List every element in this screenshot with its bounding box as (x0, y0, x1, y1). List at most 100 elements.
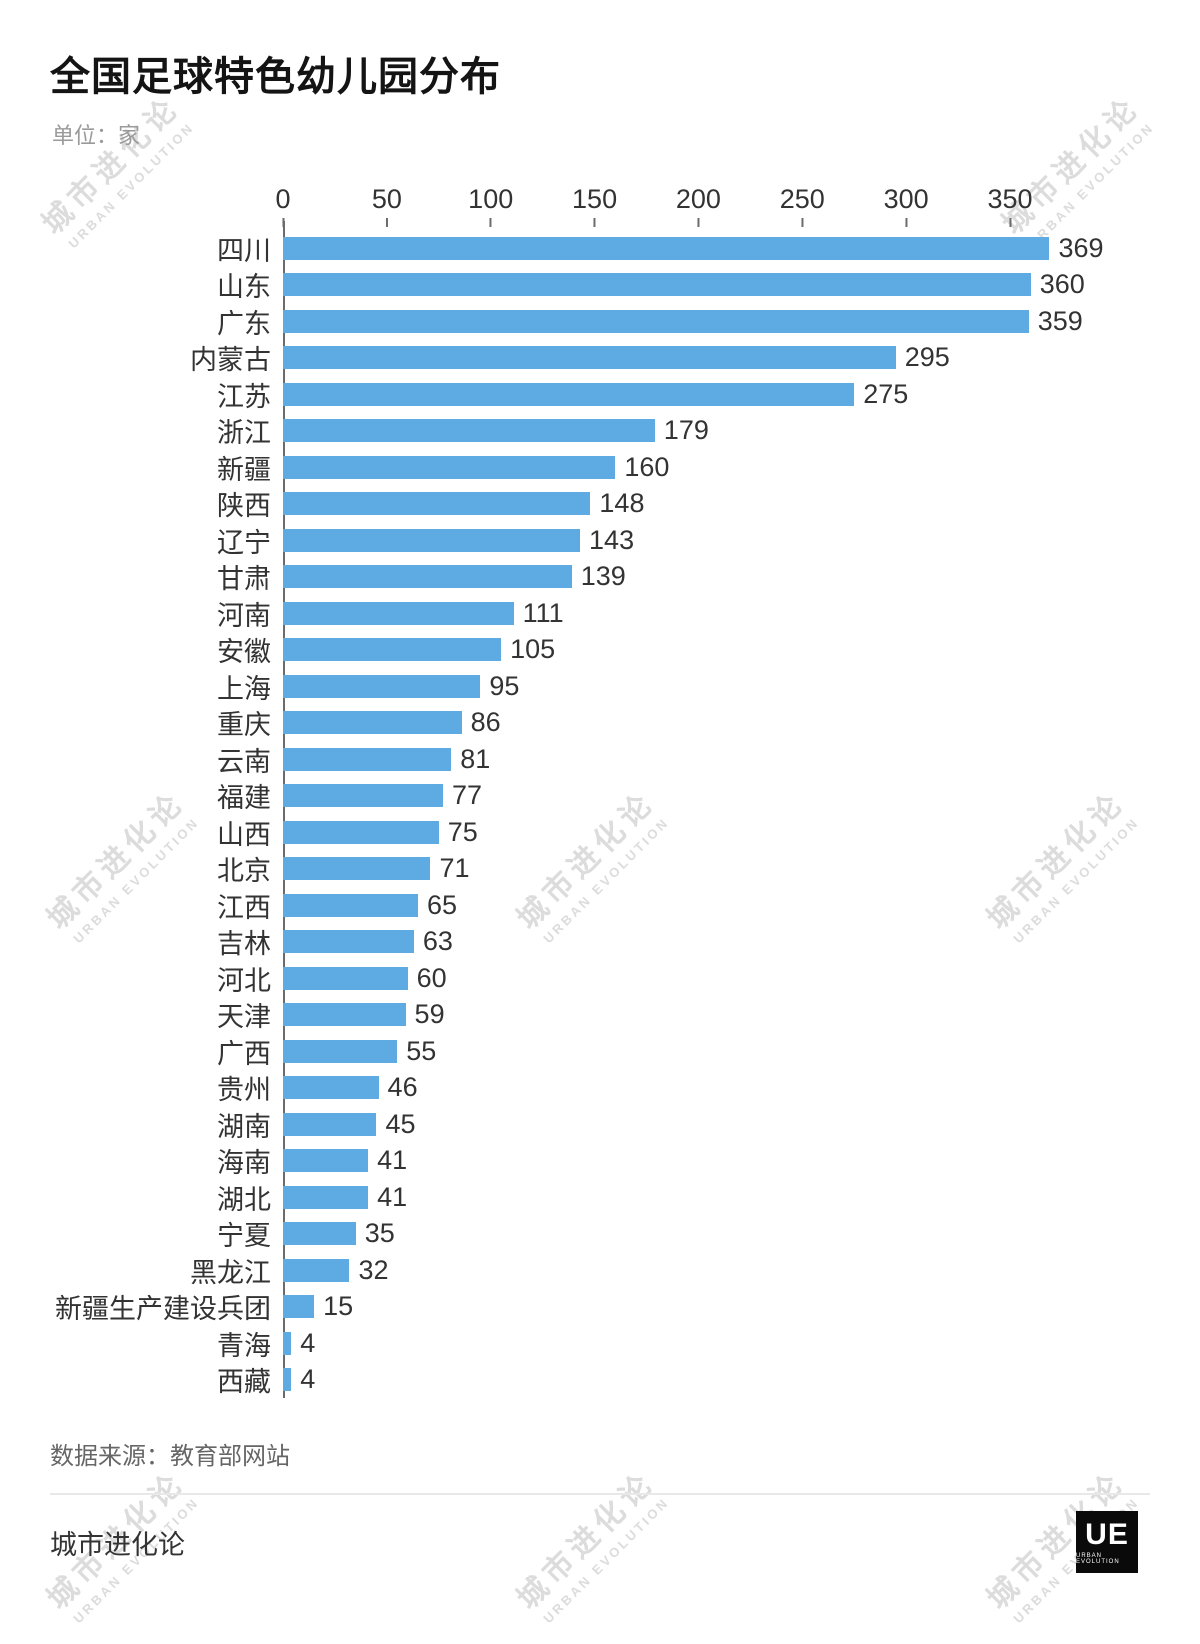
value-label: 359 (1037, 305, 1083, 336)
chart-row: 北京 71 (50, 851, 1150, 888)
bar (283, 1149, 369, 1173)
bar (283, 1258, 350, 1282)
value-label: 148 (599, 488, 645, 519)
chart-row: 上海 95 (50, 668, 1150, 705)
value-label: 65 (427, 889, 458, 920)
category-label: 福建 (217, 783, 271, 814)
category-label: 陕西 (217, 491, 271, 522)
category-label: 新疆生产建设兵团 (55, 1294, 271, 1325)
bar (283, 601, 514, 625)
footer-divider (50, 1493, 1150, 1495)
bar (283, 820, 439, 844)
bar-chart: 0 50 100 150 200 250 300 350 四川 369 山东 360 广东 359 内蒙古… (50, 184, 1150, 1398)
chart-rows: 四川 369 山东 360 广东 359 内蒙古 295 江苏 275 浙江 179 新疆 160 陕西 14… (50, 230, 1150, 1398)
category-label: 新疆 (217, 454, 271, 485)
x-axis-tick: 250 (780, 184, 825, 227)
category-label: 天津 (217, 1002, 271, 1033)
chart-row: 黑龙江 32 (50, 1252, 1150, 1289)
chart-row: 吉林 63 (50, 924, 1150, 961)
chart-row: 辽宁 143 (50, 522, 1150, 559)
category-label: 贵州 (217, 1075, 271, 1106)
category-label: 广东 (217, 308, 271, 339)
category-label: 黑龙江 (190, 1257, 271, 1288)
category-label: 宁夏 (217, 1221, 271, 1252)
chart-row: 云南 81 (50, 741, 1150, 778)
bar-track: 55 (283, 1033, 1150, 1070)
category-label: 浙江 (217, 418, 271, 449)
chart-row: 甘肃 139 (50, 559, 1150, 596)
x-axis-tick-mark (489, 218, 492, 227)
bar-track: 148 (283, 486, 1150, 523)
chart-row: 重庆 86 (50, 705, 1150, 742)
bar (283, 236, 1050, 260)
data-source: 数据来源：教育部网站 (50, 1443, 290, 1470)
chart-row: 陕西 148 (50, 486, 1150, 523)
value-label: 4 (300, 1364, 316, 1395)
bar (283, 711, 462, 735)
x-axis-tick-mark (801, 218, 804, 227)
bar-track: 275 (283, 376, 1150, 413)
bar (283, 638, 502, 662)
bar (283, 747, 452, 771)
category-label: 安徽 (217, 637, 271, 668)
chart-row: 内蒙古 295 (50, 340, 1150, 377)
chart-row: 海南 41 (50, 1143, 1150, 1180)
unit-label: 单位：家 (52, 123, 141, 148)
value-label: 71 (439, 853, 470, 884)
bar-track: 179 (283, 413, 1150, 450)
bar-track: 139 (283, 559, 1150, 596)
bar-track: 359 (283, 303, 1150, 340)
bar (283, 528, 581, 552)
value-label: 86 (470, 707, 501, 738)
chart-row: 贵州 46 (50, 1070, 1150, 1107)
value-label: 179 (663, 415, 709, 446)
value-label: 275 (863, 378, 909, 409)
chart-row: 江苏 275 (50, 376, 1150, 413)
bar-track: 41 (283, 1143, 1150, 1180)
bar-track: 160 (283, 449, 1150, 486)
bar-track: 35 (283, 1216, 1150, 1253)
x-axis-tick-label: 350 (987, 184, 1033, 214)
value-label: 60 (416, 962, 447, 993)
value-label: 15 (323, 1291, 354, 1322)
x-axis-tick-label: 200 (675, 184, 721, 214)
bar-track: 32 (283, 1252, 1150, 1289)
bar (283, 1185, 369, 1209)
bar (283, 382, 855, 406)
category-label: 甘肃 (217, 564, 271, 595)
bar-track: 77 (283, 778, 1150, 815)
bar-track: 4 (283, 1362, 1150, 1399)
bar (283, 893, 418, 917)
category-label: 江苏 (217, 381, 271, 412)
ue-logo-subtext: URBAN EVOLUTION (1076, 1552, 1120, 1565)
category-label: 辽宁 (217, 527, 271, 558)
value-label: 360 (1039, 269, 1085, 300)
chart-row: 西藏 4 (50, 1362, 1150, 1399)
bar (283, 419, 655, 443)
x-axis-tick: 350 (987, 184, 1033, 227)
bar (283, 1076, 379, 1100)
footer: 城市进化论 UE URBAN EVOLUTION (50, 1511, 1138, 1573)
category-label: 四川 (217, 235, 271, 266)
value-label: 45 (385, 1108, 416, 1139)
category-label: 河南 (217, 600, 271, 631)
bar-track: 59 (283, 997, 1150, 1034)
bar-track: 95 (283, 668, 1150, 705)
x-axis: 0 50 100 150 200 250 300 350 (275, 184, 1150, 230)
value-label: 46 (387, 1072, 418, 1103)
bar-track: 63 (283, 924, 1150, 961)
ue-logo: UE URBAN EVOLUTION (1076, 1511, 1138, 1573)
category-label: 湖南 (217, 1111, 271, 1142)
category-label: 青海 (217, 1330, 271, 1361)
chart-row: 河北 60 (50, 960, 1150, 997)
value-label: 4 (300, 1327, 316, 1358)
y-axis-line (283, 221, 285, 1398)
value-label: 59 (414, 999, 445, 1030)
plot-area: 四川 369 山东 360 广东 359 内蒙古 295 江苏 275 浙江 179 新疆 160 陕西 14… (50, 221, 1150, 1398)
chart-row: 山西 75 (50, 814, 1150, 851)
category-label: 内蒙古 (190, 345, 271, 376)
category-label: 北京 (217, 856, 271, 887)
bar (283, 1112, 377, 1136)
bar-track: 15 (283, 1289, 1150, 1326)
bar (283, 966, 408, 990)
